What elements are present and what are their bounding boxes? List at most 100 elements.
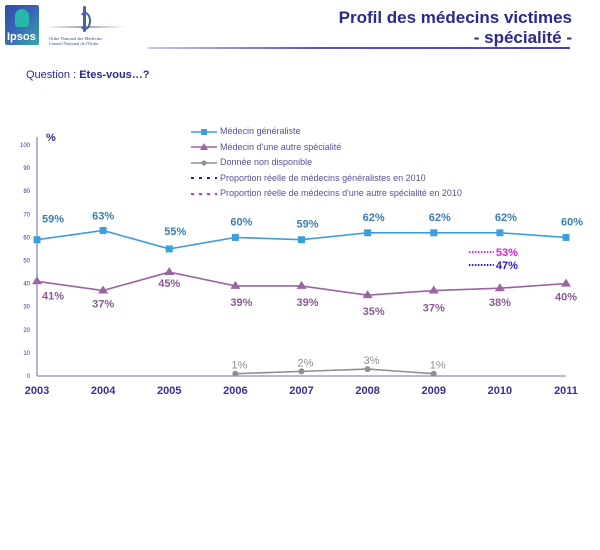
legend-item-prop-generaliste: Proportion réelle de médecins généralist…: [190, 171, 462, 187]
data-point-non-disponible: [364, 366, 371, 373]
title-underline: [148, 47, 570, 49]
legend-item-autre-specialite: Médecin d'une autre spécialité: [190, 140, 462, 156]
y-tick-label: 60: [23, 235, 30, 241]
data-label-generaliste: 62%: [429, 212, 451, 224]
data-label-generaliste: 60%: [230, 216, 252, 228]
reference-label-prop-generaliste-2010: 47%: [496, 260, 518, 272]
x-tick-label: 2010: [488, 385, 512, 397]
x-tick-label: 2004: [91, 385, 116, 397]
data-label-autre-specialite: 37%: [92, 299, 114, 311]
chart-axes: 0 10 20 30 40 50 60 70 80 90 100% 2003 2004 2005 2006 2…: [20, 132, 578, 397]
ipsos-logo-figure-icon: [15, 9, 29, 27]
y-tick-label: 70: [23, 212, 30, 218]
data-label-autre-specialite: 45%: [158, 278, 180, 290]
data-point-generaliste: [298, 236, 305, 244]
legend-item-prop-autre: Proportion réelle de médecins d'une autr…: [190, 186, 462, 202]
data-label-autre-specialite: 39%: [230, 297, 252, 309]
data-label-non-disponible: 1%: [430, 360, 446, 372]
chart-reference-markers: 53%47%: [468, 247, 518, 272]
legend-label: Donnée non disponible: [220, 157, 313, 167]
page-title-line2: - spécialité -: [473, 28, 572, 47]
ipsos-logo: Ipsos: [5, 5, 39, 45]
data-label-generaliste: 55%: [164, 226, 186, 238]
data-label-non-disponible: 3%: [364, 355, 380, 367]
data-label-generaliste: 62%: [495, 212, 517, 224]
chart-legend: Médecin généraliste Médecin d'une autre s…: [190, 124, 462, 202]
page-title: Profil des médecins victimes - spécialit…: [339, 8, 572, 48]
legend-swatch-icon: [191, 160, 217, 166]
data-label-autre-specialite: 39%: [296, 297, 318, 309]
data-point-autre-specialite: [494, 283, 505, 292]
data-label-non-disponible: 2%: [298, 357, 314, 369]
data-point-generaliste: [231, 233, 239, 241]
x-tick-label: 2005: [157, 385, 181, 397]
data-point-autre-specialite: [98, 285, 109, 294]
question: Question : Etes-vous…?: [26, 69, 150, 81]
y-tick-label: 100: [20, 143, 31, 149]
y-tick-label: 80: [23, 189, 30, 195]
data-point-generaliste: [33, 236, 41, 244]
data-label-autre-specialite: 40%: [555, 292, 577, 304]
y-tick-label: 90: [23, 166, 30, 172]
ipsos-logo-text: Ipsos: [7, 31, 36, 43]
data-point-autre-specialite: [230, 280, 241, 289]
y-tick-label: 40: [23, 282, 30, 288]
onm-logo-line2: Conseil National de l'Ordre: [49, 41, 99, 46]
legend-label: Proportion réelle de médecins généralist…: [220, 172, 426, 183]
legend-swatch-icon: [191, 192, 217, 195]
x-tick-label: 2008: [355, 385, 379, 397]
data-point-non-disponible: [430, 370, 437, 377]
caduceus-snake-icon: [79, 12, 91, 30]
data-point-generaliste: [430, 229, 438, 237]
data-point-non-disponible: [232, 370, 239, 377]
legend-swatch-icon: [191, 143, 217, 151]
x-tick-label: 2006: [223, 385, 247, 397]
legend-label: Médecin d'une autre spécialité: [220, 141, 342, 152]
data-point-autre-specialite: [164, 267, 175, 276]
legend-item-non-disponible: Donnée non disponible: [190, 155, 462, 171]
data-point-generaliste: [364, 229, 372, 237]
data-label-non-disponible: 1%: [231, 360, 247, 372]
y-tick-label: 30: [23, 305, 30, 311]
data-point-generaliste: [496, 229, 504, 237]
y-tick-label: 50: [23, 259, 30, 265]
data-point-generaliste: [99, 226, 107, 234]
data-point-generaliste: [165, 245, 173, 253]
data-label-generaliste: 62%: [363, 212, 385, 224]
y-tick-label: 0: [27, 374, 31, 380]
legend-item-generaliste: Médecin généraliste: [190, 124, 462, 140]
data-point-non-disponible: [298, 368, 305, 375]
data-label-generaliste: 63%: [92, 210, 114, 222]
data-label-autre-specialite: 37%: [423, 303, 445, 315]
data-label-autre-specialite: 41%: [42, 290, 64, 302]
legend-swatch-icon: [191, 177, 217, 180]
data-point-autre-specialite: [362, 290, 373, 299]
legend-label: Médecin généraliste: [220, 126, 301, 136]
legend-swatch-icon: [191, 128, 217, 135]
chart-series: [32, 226, 571, 377]
reference-label-prop-autre-2010: 53%: [496, 247, 518, 259]
data-label-generaliste: 60%: [561, 216, 583, 228]
x-tick-label: 2011: [554, 385, 578, 397]
data-point-autre-specialite: [296, 280, 307, 289]
data-label-autre-specialite: 35%: [363, 306, 385, 318]
y-tick-label: 10: [23, 351, 30, 357]
y-axis-label: %: [46, 132, 56, 144]
onm-logo: Ordre National des Médecins Conseil Nati…: [45, 4, 125, 48]
onm-logo-line1: Ordre National des Médecins: [49, 36, 102, 41]
y-tick-label: 20: [23, 328, 30, 334]
data-point-generaliste: [562, 233, 570, 241]
chart-data-labels: 59% 63% 55% 60% 59% 62% 62% 62% 60% 41% 37% 45% 39% 3…: [42, 210, 583, 371]
series-line-non-disponible: [235, 368, 434, 375]
question-text: Etes-vous…?: [79, 69, 150, 81]
data-label-generaliste: 59%: [296, 219, 318, 231]
x-tick-label: 2007: [289, 385, 313, 397]
x-tick-label: 2003: [25, 385, 49, 397]
legend-label: Proportion réelle de médecins d'une autr…: [220, 188, 462, 198]
data-point-autre-specialite: [428, 285, 439, 294]
data-point-autre-specialite: [32, 276, 42, 285]
question-label: Question :: [26, 69, 80, 81]
data-label-autre-specialite: 38%: [489, 297, 511, 309]
page-title-line1: Profil des médecins victimes: [338, 8, 572, 27]
